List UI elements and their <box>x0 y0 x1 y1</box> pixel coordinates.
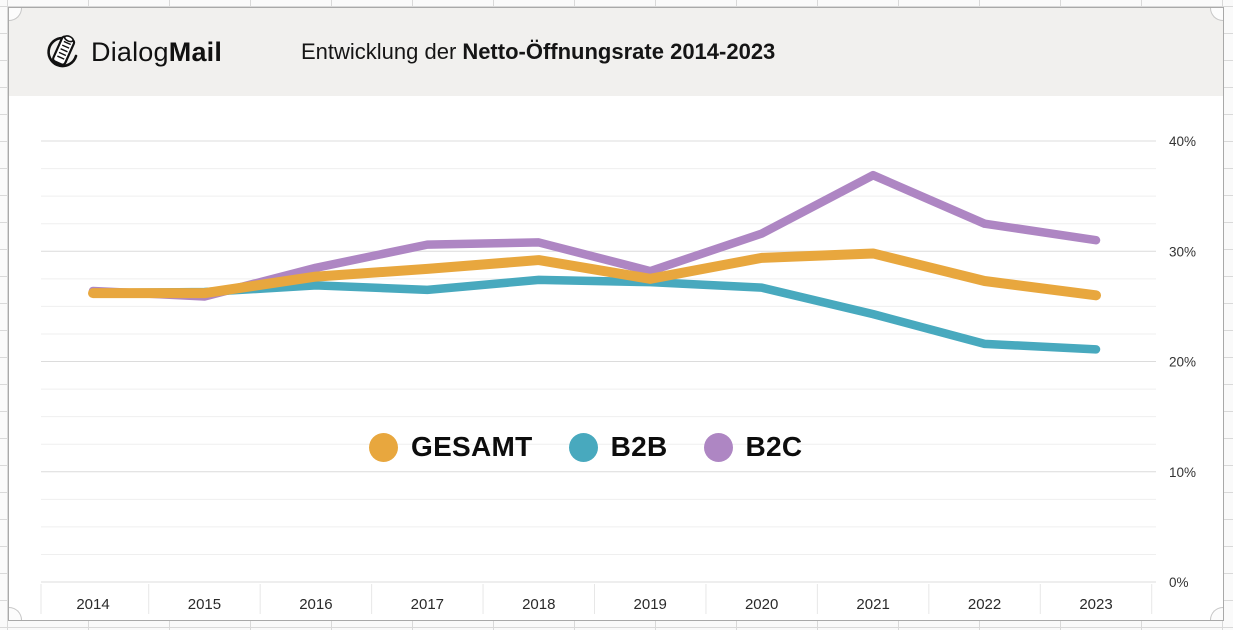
y-tick-label: 0% <box>1169 575 1189 590</box>
x-tick-label: 2018 <box>522 596 555 613</box>
x-tick-label: 2015 <box>188 596 221 613</box>
legend-item-b2b: B2B <box>568 431 668 463</box>
legend-item-b2c: B2C <box>703 431 803 463</box>
logo-text-bold: Mail <box>168 36 223 67</box>
chart-header: DialogMail Entwicklung der Netto-Öffnungs… <box>9 8 1223 96</box>
line-chart: 0% 10% 20% 30% 40% 2014 2015 2016 2017 2018 2019 20… <box>40 134 1196 614</box>
series-line-gesamt <box>88 248 1101 301</box>
x-tick-label: 2019 <box>634 596 667 613</box>
dialogmail-logo: DialogMail <box>43 32 222 72</box>
legend-label-b2b: B2B <box>610 431 668 462</box>
legend-dot-b2c <box>703 432 733 462</box>
x-tick-label: 2014 <box>76 596 109 613</box>
chart-title: Entwicklung der Netto-Öffnungsrate 2014-2… <box>301 39 775 65</box>
legend-dot-b2b <box>568 432 598 462</box>
legend-label-gesamt: GESAMT <box>411 431 533 462</box>
chart-legend: GESAMT B2B B2C <box>369 431 802 463</box>
y-tick-label: 30% <box>1169 244 1196 259</box>
y-tick-label: 20% <box>1169 355 1196 370</box>
x-tick-label: 2023 <box>1079 596 1112 613</box>
legend-item-gesamt: GESAMT <box>369 431 533 463</box>
x-tick-label: 2016 <box>299 596 332 613</box>
rolled-newspaper-icon <box>47 35 78 68</box>
x-tick-label: 2020 <box>745 596 778 613</box>
logo-text: DialogMail <box>91 37 222 68</box>
embedded-chart-object[interactable]: DialogMail Entwicklung der Netto-Öffnungs… <box>8 7 1224 621</box>
x-tick-label: 2017 <box>411 596 444 613</box>
legend-label-b2c: B2C <box>745 431 803 462</box>
chart-title-prefix: Entwicklung der <box>301 39 457 64</box>
logo-text-regular: Dialog <box>91 36 169 67</box>
y-tick-label: 10% <box>1169 465 1196 480</box>
chart-title-bold: Netto-Öffnungsrate 2014-2023 <box>462 39 776 64</box>
x-tick-label: 2022 <box>968 596 1001 613</box>
x-tick-label: 2021 <box>856 596 889 613</box>
legend-dot-gesamt <box>369 432 398 462</box>
y-tick-label: 40% <box>1169 134 1196 149</box>
